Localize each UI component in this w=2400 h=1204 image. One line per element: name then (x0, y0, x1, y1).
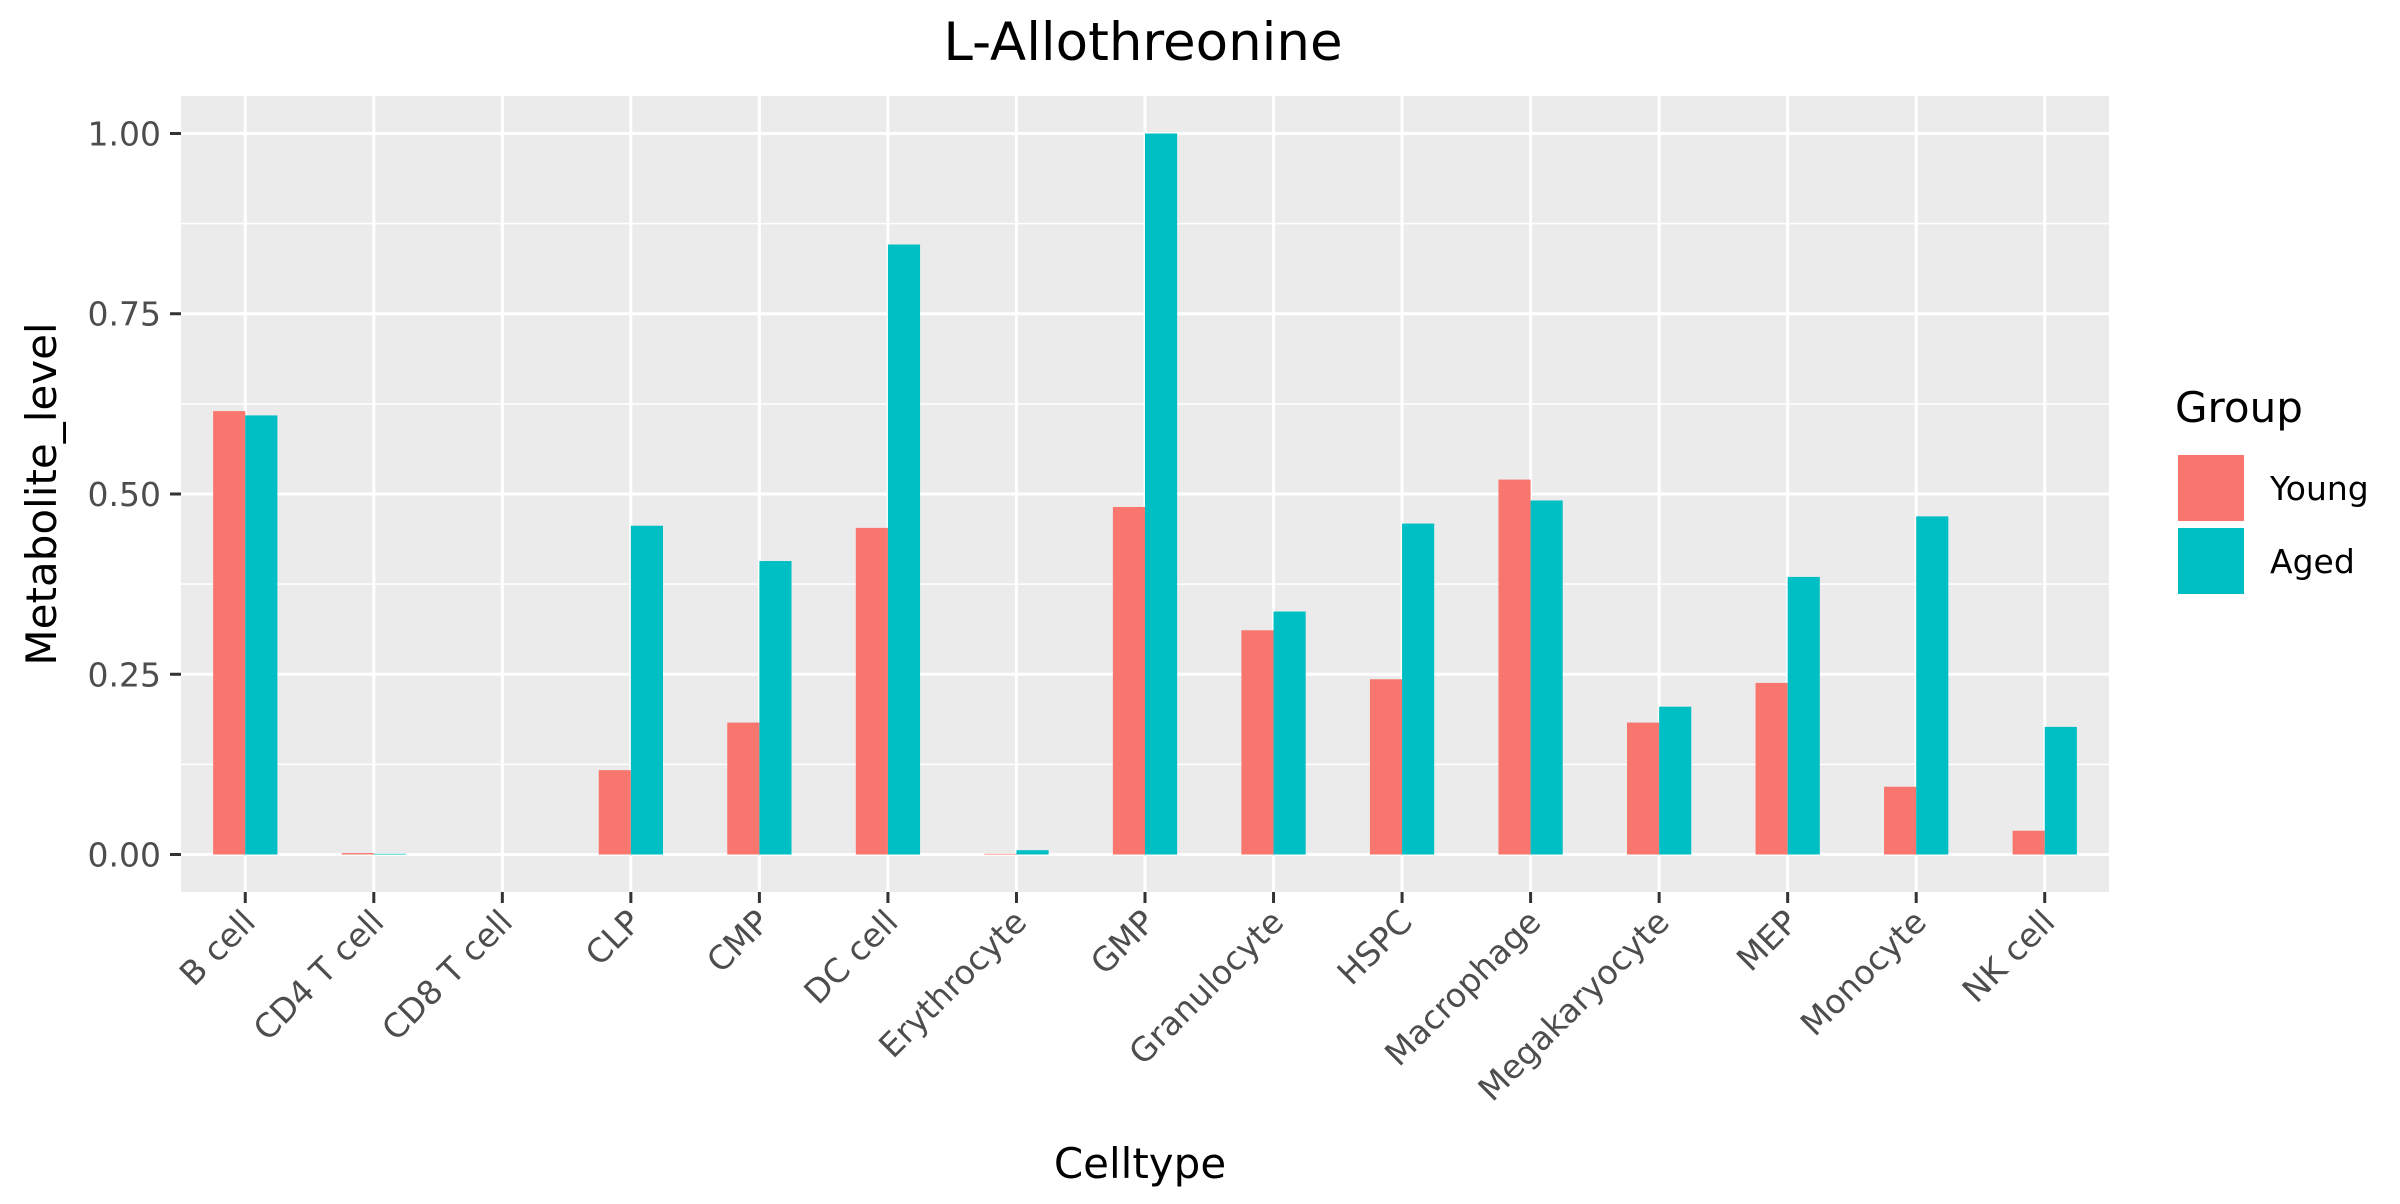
legend-title: Group (2175, 383, 2303, 432)
y-tick-label: 0.50 (88, 475, 161, 514)
x-tick-label: DC cell (796, 902, 905, 1011)
bar-aged (1787, 576, 1820, 855)
x-tick-label: CLP (578, 902, 649, 973)
bar-aged (630, 525, 663, 855)
bar-aged (2044, 726, 2077, 855)
chart-title: L-Allothreonine (943, 12, 1342, 73)
bar-aged (1916, 516, 1949, 855)
bar-aged (1530, 500, 1563, 855)
bar-young (213, 411, 246, 855)
y-tick-label: 0.25 (88, 655, 161, 694)
bar-aged (1402, 523, 1435, 855)
bar-young (1627, 722, 1660, 855)
bar-young (727, 722, 760, 855)
y-axis-tick-labels: 0.00 0.25 0.50 0.75 1.00 (88, 114, 181, 875)
bar-aged (759, 561, 792, 855)
y-axis-title: Metabolite_level (17, 322, 66, 665)
x-tick-label: CD4 T cell (246, 902, 392, 1048)
bar-aged (245, 415, 278, 855)
legend-key-young (2178, 455, 2244, 521)
legend-label-young: Young (2269, 469, 2369, 508)
legend: Group Young Aged (2175, 383, 2369, 594)
x-tick-label: CD8 T cell (374, 902, 520, 1048)
y-tick-label: 0.00 (88, 836, 161, 875)
bar-young (341, 853, 374, 855)
bar-aged (1016, 850, 1049, 855)
bar-aged (1145, 133, 1178, 855)
bar-aged (887, 244, 921, 855)
x-tick-label: GMP (1083, 902, 1163, 982)
legend-key-aged (2178, 528, 2244, 594)
legend-label-aged: Aged (2270, 542, 2355, 581)
y-tick-label: 0.75 (88, 295, 161, 334)
x-tick-label: Monocyte (1793, 902, 1934, 1043)
bar-aged (1659, 706, 1692, 855)
bar-young (1884, 786, 1917, 855)
x-tick-label: CMP (699, 902, 777, 980)
bar-young (1755, 682, 1788, 855)
bar-young (1112, 506, 1145, 855)
plot-area (181, 96, 2109, 892)
x-tick-label: B cell (172, 902, 263, 993)
bar-young (1369, 679, 1403, 855)
bar-young (1498, 479, 1531, 855)
bar-young (855, 527, 888, 855)
bar-young (598, 770, 631, 855)
bar-aged (1273, 611, 1306, 855)
bar-young (984, 853, 1017, 855)
bar-young (2012, 830, 2045, 855)
x-axis-title: Celltype (1054, 1139, 1226, 1188)
x-tick-label: HSPC (1329, 902, 1419, 992)
x-tick-label: NK cell (1954, 902, 2062, 1010)
y-tick-label: 1.00 (88, 114, 161, 153)
x-tick-label: MEP (1729, 902, 1806, 979)
bar-young (1241, 630, 1274, 855)
bar-aged (373, 853, 406, 855)
